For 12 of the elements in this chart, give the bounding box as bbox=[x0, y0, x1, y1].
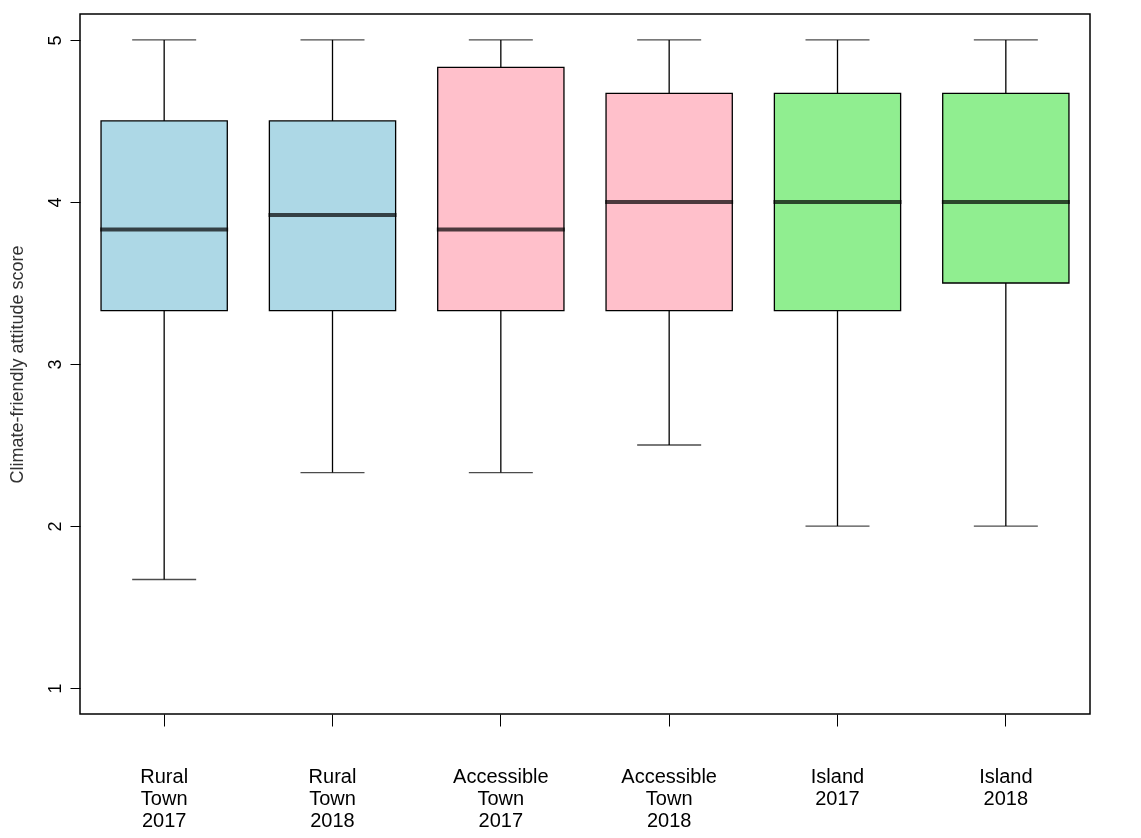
y-tick-label: 2 bbox=[44, 521, 65, 532]
y-tick-label: 3 bbox=[44, 359, 65, 370]
x-tick-label: Accessible Town 2017 bbox=[453, 764, 549, 831]
x-tick-label: Rural Town 2018 bbox=[308, 764, 357, 831]
x-tick-label: Island 2017 bbox=[810, 764, 865, 809]
x-tick-label: Island 2018 bbox=[979, 764, 1033, 809]
y-tick-label: 5 bbox=[44, 35, 65, 46]
y-tick-label: 1 bbox=[44, 683, 65, 694]
y-tick-label: 4 bbox=[44, 197, 65, 208]
x-tick-label: Accessible Town 2018 bbox=[621, 764, 717, 831]
y-axis-title: Climate-friendly attitude score bbox=[6, 245, 27, 484]
x-tick-label: Rural Town 2017 bbox=[140, 764, 189, 831]
